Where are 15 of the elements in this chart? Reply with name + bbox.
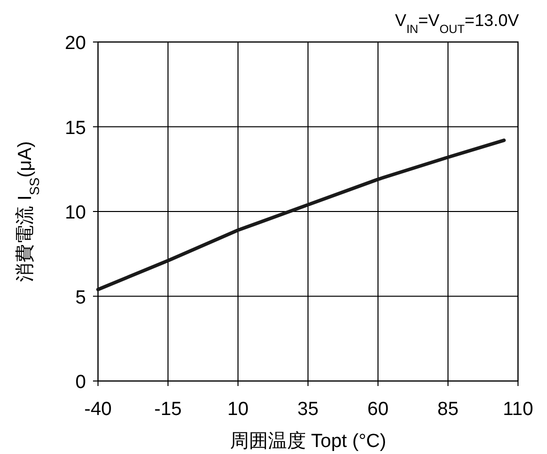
- y-tick-label: 0: [75, 372, 86, 393]
- x-axis-title: 周囲温度 Topt (°C): [230, 430, 386, 452]
- line-series: [96, 138, 506, 292]
- x-tick-label: 35: [297, 399, 319, 420]
- y-tick-label: 20: [64, 33, 86, 54]
- y-tick-label: 5: [75, 287, 86, 308]
- x-tick-label: 10: [227, 399, 249, 420]
- y-tick-label: 15: [64, 118, 86, 139]
- y-tick-label: 10: [64, 202, 86, 224]
- x-tick-label: 60: [367, 399, 389, 420]
- x-tick-label: 110: [502, 399, 534, 420]
- text: V$_{IN}$=V$_{OUT}$=13.0V: [395, 11, 520, 36]
- x-tick-label: 85: [437, 399, 459, 420]
- x-tick-label: -15: [154, 399, 182, 420]
- x-tick-label: -40: [84, 399, 112, 420]
